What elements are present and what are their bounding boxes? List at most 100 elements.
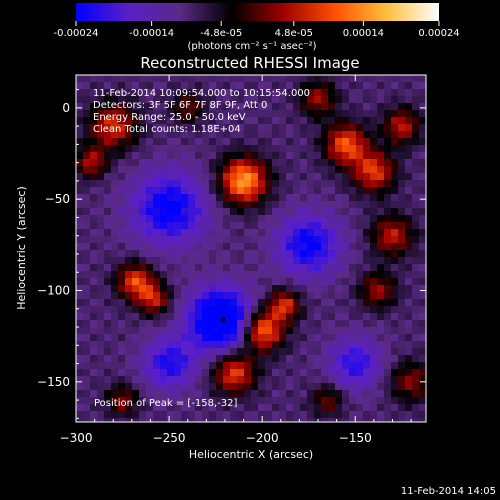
heatmap-cell	[223, 131, 231, 139]
heatmap-cell	[293, 418, 301, 422]
heatmap-cell	[419, 292, 426, 300]
heatmap-cell	[293, 348, 301, 356]
heatmap-cell	[349, 96, 357, 104]
heatmap-cell	[391, 292, 399, 300]
heatmap-cell	[314, 110, 322, 118]
heatmap-cell	[342, 243, 350, 251]
heatmap-cell	[279, 243, 287, 251]
heatmap-cell	[125, 75, 133, 83]
heatmap-cell	[160, 285, 168, 293]
heatmap-cell	[286, 173, 294, 181]
heatmap-cell	[293, 299, 301, 307]
heatmap-cell	[251, 376, 259, 384]
heatmap-cell	[223, 96, 231, 104]
heatmap-cell	[202, 138, 210, 146]
heatmap-cell	[76, 201, 84, 209]
heatmap-cell	[314, 138, 322, 146]
heatmap-cell	[412, 138, 420, 146]
heatmap-cell	[342, 285, 350, 293]
heatmap-cell	[244, 376, 252, 384]
heatmap-cell	[293, 96, 301, 104]
heatmap-cell	[237, 243, 245, 251]
heatmap-cell	[321, 285, 329, 293]
heatmap-cell	[370, 117, 378, 125]
heatmap-cell	[83, 278, 91, 286]
heatmap-cell	[76, 75, 84, 83]
heatmap-cell	[118, 208, 126, 216]
heatmap-cell	[321, 222, 329, 230]
heatmap-cell	[293, 131, 301, 139]
heatmap-cell	[377, 152, 385, 160]
heatmap-cell	[265, 397, 273, 405]
heatmap-cell	[384, 131, 392, 139]
heatmap-cell	[251, 348, 259, 356]
heatmap-cell	[300, 131, 308, 139]
heatmap-cell	[258, 194, 266, 202]
heatmap-cell	[174, 166, 182, 174]
heatmap-cell	[188, 376, 196, 384]
heatmap-cell	[188, 159, 196, 167]
heatmap-cell	[153, 82, 161, 90]
heatmap-cell	[132, 418, 140, 422]
heatmap-cell	[412, 152, 420, 160]
heatmap-cell	[174, 369, 182, 377]
heatmap-cell	[342, 215, 350, 223]
heatmap-cell	[104, 82, 112, 90]
heatmap-cell	[97, 117, 105, 125]
heatmap-cell	[398, 187, 406, 195]
heatmap-cell	[321, 334, 329, 342]
heatmap-cell	[90, 180, 98, 188]
heatmap-cell	[258, 264, 266, 272]
heatmap-cell	[132, 285, 140, 293]
heatmap-cell	[104, 404, 112, 412]
heatmap-cell	[398, 383, 406, 391]
heatmap-cell	[118, 138, 126, 146]
heatmap-cell	[377, 110, 385, 118]
heatmap-cell	[391, 411, 399, 419]
heatmap-cell	[356, 362, 364, 370]
heatmap-cell	[384, 110, 392, 118]
heatmap-cell	[195, 187, 203, 195]
heatmap-cell	[363, 369, 371, 377]
heatmap-cell	[174, 124, 182, 132]
heatmap-cell	[230, 264, 238, 272]
heatmap-cell	[412, 383, 420, 391]
heatmap-cell	[314, 313, 322, 321]
heatmap-cell	[286, 320, 294, 328]
heatmap-cell	[405, 257, 413, 265]
heatmap-cell	[314, 390, 322, 398]
heatmap-cell	[384, 103, 392, 111]
heatmap-cell	[258, 96, 266, 104]
heatmap-cell	[160, 124, 168, 132]
heatmap-cell	[412, 404, 420, 412]
heatmap-cell	[377, 257, 385, 265]
heatmap-cell	[349, 278, 357, 286]
heatmap-cell	[356, 222, 364, 230]
heatmap-cell	[153, 390, 161, 398]
heatmap-cell	[230, 124, 238, 132]
heatmap-cell	[349, 264, 357, 272]
heatmap-cell	[83, 145, 91, 153]
heatmap-cell	[419, 376, 426, 384]
heatmap-cell	[83, 376, 91, 384]
heatmap-cell	[167, 264, 175, 272]
heatmap-cell	[202, 201, 210, 209]
heatmap-cell	[216, 264, 224, 272]
heatmap-cell	[419, 173, 426, 181]
heatmap-cell	[265, 264, 273, 272]
heatmap-cell	[97, 110, 105, 118]
heatmap-cell	[272, 82, 280, 90]
heatmap-cell	[76, 96, 84, 104]
heatmap-cell	[216, 117, 224, 125]
heatmap-cell	[118, 348, 126, 356]
heatmap-cell	[405, 89, 413, 97]
heatmap-cell	[251, 215, 259, 223]
heatmap-cell	[76, 313, 84, 321]
heatmap-cell	[398, 341, 406, 349]
heatmap-cell	[216, 278, 224, 286]
heatmap-cell	[146, 362, 154, 370]
heatmap-cell	[419, 355, 426, 363]
heatmap-cell	[104, 397, 112, 405]
heatmap-cell	[230, 103, 238, 111]
heatmap-cell	[377, 334, 385, 342]
